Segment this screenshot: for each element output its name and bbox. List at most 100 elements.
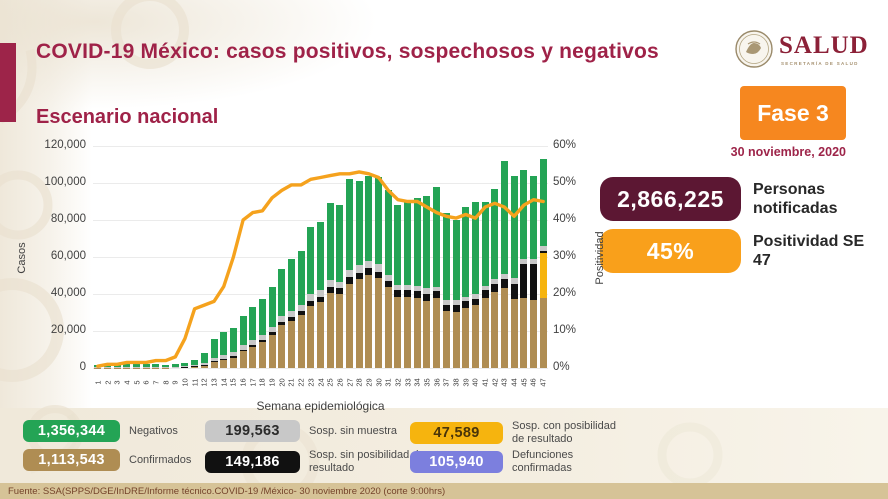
bar-segment [481,201,489,286]
decorative-topleft-wash [0,0,380,110]
legend-value-pill: 199,563 [205,420,300,442]
bar-segment [181,362,189,367]
bar-segment [210,362,218,368]
bar-segment [520,170,528,259]
y-tick-label: 20% [553,287,577,299]
bar-segment [297,310,305,316]
salud-wordmark-sub: SECRETARÍA DE SALUD [781,61,859,66]
bar-segment [442,310,450,368]
stat-value-pill: 45% [600,229,741,273]
x-tick-label: 16 [238,378,248,387]
bar-segment [142,364,150,368]
bar-segment [258,334,266,340]
x-tick-label: 12 [199,378,209,387]
bar-segment [452,300,460,306]
bar-segment [471,298,479,306]
bar-segment [326,203,334,281]
x-tick-label: 5 [132,380,142,385]
y-tick-label: 30% [553,250,577,262]
bar-segment [442,212,450,301]
legend-label: Sosp. sin muestra [309,424,398,437]
bar-segment [510,283,518,299]
bar-segment [307,227,315,295]
x-tick-label: 39 [461,378,471,387]
bar-segment [307,306,315,368]
bar-segment [336,288,344,294]
y-tick-label: 60% [553,139,577,151]
x-tick-label: 26 [335,378,345,387]
bar-segment [307,294,315,301]
bar-segment [239,345,247,350]
bar-segment [287,258,295,311]
x-tick-label: 32 [393,378,403,387]
x-tick-label: 2 [103,380,113,385]
bar-segment [394,205,402,285]
bar-segment [113,367,121,368]
bar-segment [375,271,383,279]
bar-segment [258,298,266,335]
x-tick-label: 27 [345,378,355,387]
bar-segment [326,287,334,294]
bar-segment [423,301,431,368]
bar-segment [287,316,295,321]
legend-label: Confirmados [129,453,192,466]
bar-segment [297,315,305,368]
bar-segment [258,342,266,368]
stat-label: Personas notificadas [753,180,838,217]
bar-segment [210,358,218,362]
bar-segment [471,294,479,299]
bar-segment [404,290,412,297]
y-tick-label: 80,000 [50,213,86,225]
y-tick-label: 40% [553,213,577,225]
bar-segment [510,175,518,279]
bar-segment [375,278,383,368]
bar-segment [249,306,257,341]
bar-segment [481,290,489,298]
bar-segment [346,283,354,368]
bar-segment [452,220,460,301]
legend-item-sosp-sin-posibilidad: 149,186 Sosp. sin posibilidad de resulta… [205,449,427,474]
bar-segment [239,316,247,346]
bar-segment [413,297,421,368]
bar-segment [491,283,499,293]
y-tick-label: 40,000 [50,287,86,299]
y-tick-label: 60,000 [50,250,86,262]
legend-value-pill: 105,940 [410,450,503,473]
x-axis-title: Semana epidemiológica [256,399,385,413]
bar-segment [297,304,305,311]
bar-segment [539,245,547,251]
accent-bar [0,43,16,122]
bar-segment [520,297,528,368]
salud-seal-icon [735,30,773,68]
x-tick-label: 8 [161,380,171,385]
bar-segment [162,367,170,368]
bar-segment [346,269,354,278]
x-tick-label: 19 [267,378,277,387]
x-tick-label: 7 [151,380,161,385]
y-tick-label: 100,000 [44,176,86,188]
bar-segment [500,279,508,289]
bar-segment [326,280,334,288]
bar-segment [268,286,276,327]
legend-item-defunciones: 105,940 Defunciones confirmadas [410,449,630,474]
bar-segment [510,298,518,368]
bar-segment [433,297,441,368]
bar-segment [433,286,441,292]
x-axis-labels: 1 2 3 4 5 6 7 8 9 10 11 12 13 14 15 16 17 18 19 20 21 22 23 24 2… [93,371,548,397]
bar-segment [423,195,431,289]
bar-segment [268,326,276,332]
bar-segment [481,285,489,291]
x-tick-label: 43 [499,378,509,387]
phase-badge: Fase 3 [740,86,846,140]
legend-value-pill: 47,589 [410,421,503,444]
bar-segment [539,297,547,368]
bar-segment [433,186,441,287]
bar-segment [462,296,470,302]
bar-segment [220,331,228,356]
bar-segment [200,364,208,366]
bar-segment [191,365,199,367]
x-tick-label: 17 [248,378,258,387]
y-tick-label: 20,000 [50,324,86,336]
bar-segment [365,260,373,269]
bar-segment [404,296,412,368]
